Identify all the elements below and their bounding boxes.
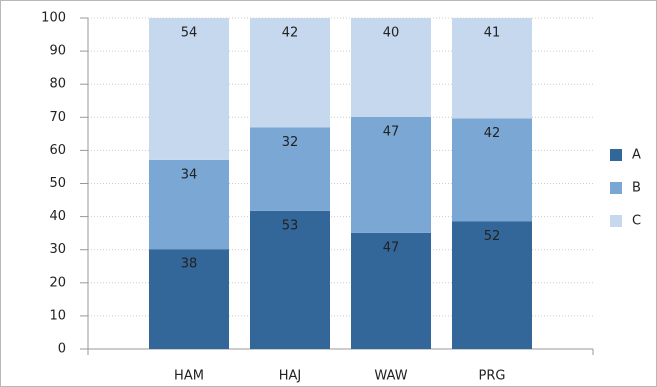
data-label: 38 [181, 257, 198, 272]
bar-segment [351, 232, 431, 349]
data-label: 41 [484, 26, 501, 41]
bar-segment [452, 118, 532, 222]
x-tick-label: HAJ [279, 369, 302, 384]
bar-segment [452, 18, 532, 119]
y-tick-label: 60 [49, 143, 66, 158]
bar-segment [250, 18, 330, 128]
legend-swatch [610, 182, 622, 194]
y-tick-label: 40 [49, 209, 66, 224]
data-label: 52 [484, 229, 501, 244]
data-label: 47 [383, 124, 400, 139]
legend-label: B [632, 181, 641, 196]
data-label: 47 [383, 240, 400, 255]
bar-segment [149, 159, 229, 250]
legend-swatch [610, 149, 622, 161]
data-label: 54 [181, 26, 198, 41]
bar-segment [351, 116, 431, 233]
data-label: 32 [282, 135, 299, 150]
y-tick-label: 0 [58, 342, 66, 357]
x-tick-label: WAW [374, 369, 407, 384]
legend-label: C [632, 214, 641, 229]
x-tick-label: PRG [479, 369, 506, 384]
y-tick-label: 30 [49, 242, 66, 257]
bar-segment [149, 249, 229, 349]
data-label: 34 [181, 167, 198, 182]
y-tick-label: 100 [41, 11, 66, 26]
data-label: 42 [484, 126, 501, 141]
y-tick-label: 20 [49, 275, 66, 290]
bar-segment [149, 18, 229, 160]
data-label: 42 [282, 26, 299, 41]
y-tick-label: 10 [49, 308, 66, 323]
data-label: 53 [282, 218, 299, 233]
legend-label: A [632, 148, 641, 163]
bar-segment [452, 221, 532, 349]
bar-segment [250, 210, 330, 349]
data-label: 40 [383, 26, 400, 41]
y-tick-label: 70 [49, 110, 66, 125]
y-tick-label: 80 [49, 77, 66, 92]
y-tick-label: 90 [49, 44, 66, 59]
legend-swatch [610, 215, 622, 227]
bar-segment [351, 18, 431, 117]
y-tick-label: 50 [49, 176, 66, 191]
bar-segment [250, 127, 330, 211]
x-tick-label: HAM [174, 369, 204, 384]
